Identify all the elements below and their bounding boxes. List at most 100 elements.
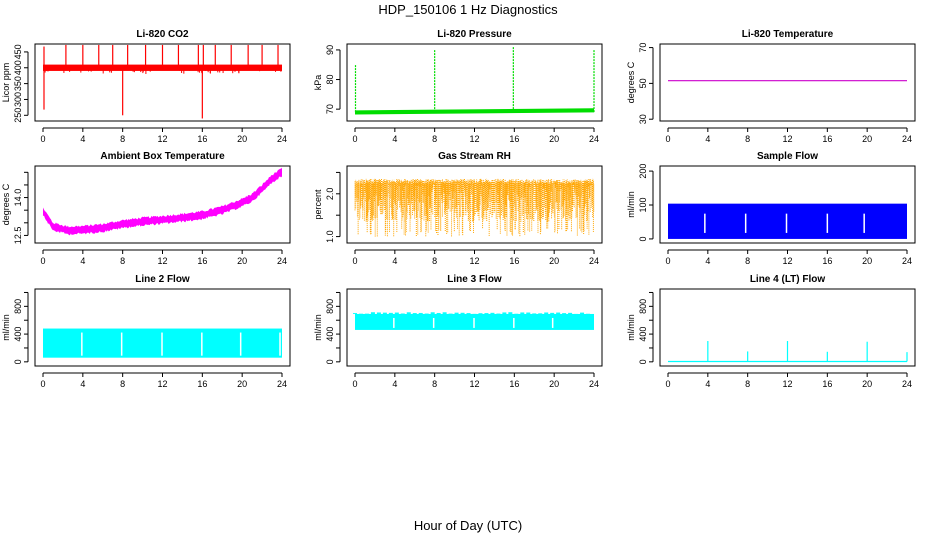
panel-data bbox=[353, 312, 594, 330]
x-tick-label: 0 bbox=[40, 379, 45, 389]
panel-data bbox=[43, 167, 282, 236]
panel-title: Li-820 Pressure bbox=[437, 29, 512, 40]
x-tick-label: 20 bbox=[549, 256, 559, 266]
x-tick-label: 20 bbox=[237, 379, 247, 389]
panel-title: Gas Stream RH bbox=[438, 151, 511, 162]
y-tick-label: 0 bbox=[13, 359, 23, 364]
x-tick-label: 4 bbox=[705, 379, 710, 389]
x-tick-label: 12 bbox=[782, 134, 792, 144]
panel-title: Li-820 CO2 bbox=[136, 29, 189, 40]
panel-title: Li-820 Temperature bbox=[742, 29, 834, 40]
data-band bbox=[668, 203, 907, 239]
y-tick-label: 30 bbox=[638, 114, 648, 124]
y-axis-label: degrees C bbox=[1, 183, 11, 225]
panel-frame bbox=[34, 165, 291, 244]
panel-frame bbox=[34, 288, 291, 367]
y-tick-label: 250 bbox=[13, 108, 23, 123]
x-tick-label: 4 bbox=[80, 134, 85, 144]
y-tick-label: 70 bbox=[638, 43, 648, 53]
x-tick-label: 20 bbox=[549, 134, 559, 144]
panel-2: Li-820 Pressure 0 4 8 12 16 20 24 70 80 90 kPa bbox=[313, 29, 603, 144]
x-tick-label: 8 bbox=[432, 256, 437, 266]
x-tick-label: 4 bbox=[705, 134, 710, 144]
y-tick-label: 400 bbox=[638, 327, 648, 342]
y-tick-label: 400 bbox=[13, 327, 23, 342]
x-tick-label: 24 bbox=[589, 256, 599, 266]
x-tick-label: 0 bbox=[665, 256, 670, 266]
x-tick-label: 20 bbox=[549, 379, 559, 389]
panel-title: Ambient Box Temperature bbox=[100, 151, 225, 162]
y-axis-label: degrees C bbox=[626, 61, 636, 103]
y-tick-label: 70 bbox=[325, 104, 335, 114]
y-tick-label: 90 bbox=[325, 45, 335, 55]
panel-data bbox=[354, 46, 595, 115]
x-tick-label: 8 bbox=[745, 256, 750, 266]
y-tick-label: 0 bbox=[638, 359, 648, 364]
x-tick-label: 24 bbox=[902, 256, 912, 266]
x-tick-label: 16 bbox=[509, 134, 519, 144]
panel-data bbox=[43, 44, 282, 119]
y-tick-label: 50 bbox=[638, 78, 648, 88]
x-tick-label: 0 bbox=[352, 379, 357, 389]
x-tick-label: 24 bbox=[902, 134, 912, 144]
y-tick-label: 0 bbox=[325, 359, 335, 364]
data-band bbox=[43, 167, 282, 236]
x-tick-label: 24 bbox=[589, 379, 599, 389]
x-tick-label: 24 bbox=[277, 256, 287, 266]
x-tick-label: 0 bbox=[665, 134, 670, 144]
x-tick-label: 0 bbox=[40, 256, 45, 266]
x-tick-label: 12 bbox=[469, 134, 479, 144]
panel-data bbox=[668, 203, 907, 239]
panel-frame bbox=[659, 43, 916, 122]
panel-frame bbox=[659, 165, 916, 244]
x-tick-label: 16 bbox=[822, 134, 832, 144]
y-axis-label: ml/min bbox=[626, 314, 636, 341]
y-tick-label: 350 bbox=[13, 76, 23, 91]
x-tick-label: 8 bbox=[120, 379, 125, 389]
panel-3: Li-820 Temperature 0 4 8 12 16 20 24 30 50 70degre… bbox=[626, 29, 916, 144]
x-tick-label: 16 bbox=[822, 379, 832, 389]
x-tick-label: 20 bbox=[237, 134, 247, 144]
x-tick-label: 12 bbox=[157, 134, 167, 144]
x-tick-label: 4 bbox=[392, 379, 397, 389]
x-tick-label: 8 bbox=[745, 134, 750, 144]
y-axis-label: ml/min bbox=[626, 191, 636, 218]
x-axis-label: Hour of Day (UTC) bbox=[413, 518, 523, 533]
x-tick-label: 8 bbox=[432, 379, 437, 389]
y-tick-label: 400 bbox=[325, 327, 335, 342]
x-tick-label: 4 bbox=[80, 256, 85, 266]
y-tick-label: 12.5 bbox=[13, 227, 23, 245]
x-tick-label: 4 bbox=[705, 256, 710, 266]
figure-title: HDP_150106 1 Hz Diagnostics bbox=[378, 2, 558, 17]
x-tick-label: 16 bbox=[197, 134, 207, 144]
x-tick-label: 12 bbox=[469, 256, 479, 266]
x-tick-label: 0 bbox=[352, 134, 357, 144]
y-tick-label: 200 bbox=[638, 164, 648, 179]
data-band bbox=[355, 108, 594, 115]
x-tick-label: 20 bbox=[862, 134, 872, 144]
y-tick-label: 300 bbox=[13, 92, 23, 107]
panel-6: Sample Flow 0 4 8 12 16 20 24 0 100 200 ml/min bbox=[626, 151, 916, 266]
x-tick-label: 12 bbox=[782, 256, 792, 266]
panel-data bbox=[354, 178, 595, 237]
y-axis-label: ml/min bbox=[313, 314, 323, 341]
x-tick-label: 12 bbox=[469, 379, 479, 389]
x-tick-label: 24 bbox=[277, 134, 287, 144]
y-tick-label: 14.0 bbox=[13, 189, 23, 207]
y-tick-label: 400 bbox=[13, 60, 23, 75]
x-tick-label: 16 bbox=[509, 379, 519, 389]
panel-data bbox=[668, 341, 908, 363]
y-axis-label: kPa bbox=[313, 75, 323, 91]
x-tick-label: 20 bbox=[862, 379, 872, 389]
x-tick-label: 4 bbox=[80, 379, 85, 389]
panel-4: Ambient Box Temperature 0 4 8 12 16 20 24 12.5 14… bbox=[1, 151, 291, 266]
x-tick-label: 24 bbox=[277, 379, 287, 389]
x-tick-label: 0 bbox=[40, 134, 45, 144]
panel-frame bbox=[346, 43, 603, 122]
y-tick-label: 0 bbox=[638, 236, 648, 241]
x-tick-label: 0 bbox=[665, 379, 670, 389]
x-tick-label: 24 bbox=[902, 379, 912, 389]
